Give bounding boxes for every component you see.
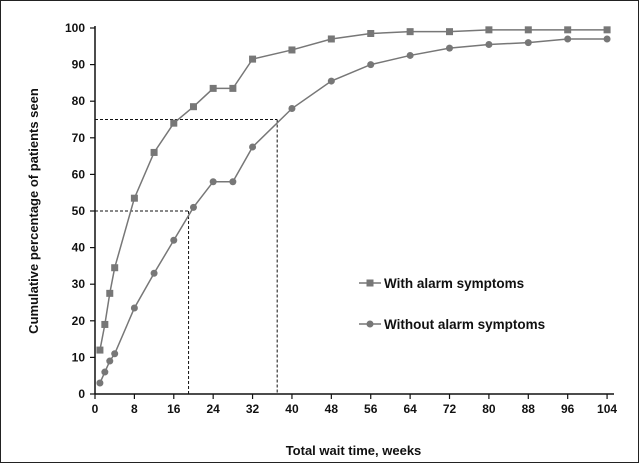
y-tick-label: 20 (72, 314, 86, 328)
data-point-square (367, 29, 375, 37)
x-tick-label: 0 (92, 402, 99, 416)
legend-item-with-alarm: With alarm symptoms (359, 276, 524, 291)
y-axis-ticks: 0 10 20 30 40 50 60 70 80 90 100 (65, 21, 95, 401)
data-point-square (446, 28, 454, 36)
data-point-square (288, 46, 296, 54)
x-tick-label: 48 (325, 402, 339, 416)
data-point-circle (106, 357, 114, 365)
y-tick-label: 80 (72, 94, 86, 108)
y-tick-label: 0 (78, 387, 85, 401)
data-point-square (603, 26, 611, 34)
data-point-square (564, 26, 572, 34)
data-point-circle (288, 105, 296, 113)
axes (94, 26, 614, 395)
x-tick-label: 64 (403, 402, 417, 416)
series-line-2 (99, 38, 608, 384)
series-layer (96, 26, 611, 387)
data-point-circle (564, 35, 572, 43)
x-tick-label: 72 (443, 402, 457, 416)
x-tick-label: 80 (482, 402, 496, 416)
data-point-circle (446, 44, 454, 52)
legend-square-marker (366, 279, 374, 287)
data-point-circle (229, 178, 237, 186)
data-point-square (406, 28, 414, 36)
data-point-circle (367, 61, 375, 69)
y-tick-label: 60 (72, 167, 86, 181)
data-point-circle (406, 51, 414, 59)
x-tick-label: 8 (131, 402, 138, 416)
y-tick-label: 100 (65, 21, 85, 35)
legend: With alarm symptoms Without alarm sympto… (359, 276, 545, 332)
y-tick-label: 70 (72, 131, 86, 145)
data-point-circle (603, 35, 611, 43)
data-point-square (249, 55, 257, 63)
y-axis-title: Cumulative percentage of patients seen (26, 88, 41, 334)
y-tick-label: 40 (72, 241, 86, 255)
x-axis-title: Total wait time, weeks (286, 443, 422, 458)
legend-label-with-alarm: With alarm symptoms (384, 276, 524, 291)
data-point-circle (209, 178, 217, 186)
data-point-square (170, 119, 178, 127)
x-tick-label: 104 (597, 402, 617, 416)
data-point-circle (327, 77, 335, 85)
data-point-circle (150, 269, 158, 277)
x-axis-ticks: 0 8 16 24 32 40 48 56 64 72 80 88 96 104 (92, 394, 617, 416)
legend-circle-marker (366, 320, 374, 328)
y-tick-label: 10 (72, 350, 86, 364)
data-point-circle (111, 350, 119, 358)
x-tick-label: 24 (206, 402, 220, 416)
data-point-square (485, 26, 493, 34)
data-point-square (101, 320, 109, 328)
x-tick-label: 16 (167, 402, 181, 416)
x-tick-label: 32 (246, 402, 260, 416)
legend-item-without-alarm: Without alarm symptoms (359, 317, 545, 332)
data-point-square (96, 346, 104, 354)
data-point-square (130, 194, 138, 202)
data-point-circle (189, 203, 197, 211)
x-tick-label: 96 (561, 402, 575, 416)
data-point-circle (485, 40, 493, 48)
x-tick-label: 40 (285, 402, 299, 416)
data-point-square (189, 103, 197, 111)
data-point-circle (249, 143, 257, 151)
data-point-circle (524, 39, 532, 47)
y-tick-label: 30 (72, 277, 86, 291)
data-point-square (327, 35, 335, 43)
data-point-circle (130, 304, 138, 312)
y-tick-label: 50 (72, 204, 86, 218)
data-point-square (229, 84, 237, 92)
data-point-square (111, 264, 119, 272)
data-point-circle (170, 236, 178, 244)
data-point-square (150, 148, 158, 156)
x-tick-label: 88 (522, 402, 536, 416)
data-point-square (524, 26, 532, 34)
data-point-circle (96, 379, 104, 387)
reference-lines (95, 119, 278, 394)
data-point-square (209, 84, 217, 92)
data-point-square (106, 289, 114, 297)
series-line-1 (99, 29, 608, 351)
legend-label-without-alarm: Without alarm symptoms (384, 317, 545, 332)
y-tick-label: 90 (72, 58, 86, 72)
x-tick-label: 56 (364, 402, 378, 416)
data-point-circle (101, 368, 109, 376)
